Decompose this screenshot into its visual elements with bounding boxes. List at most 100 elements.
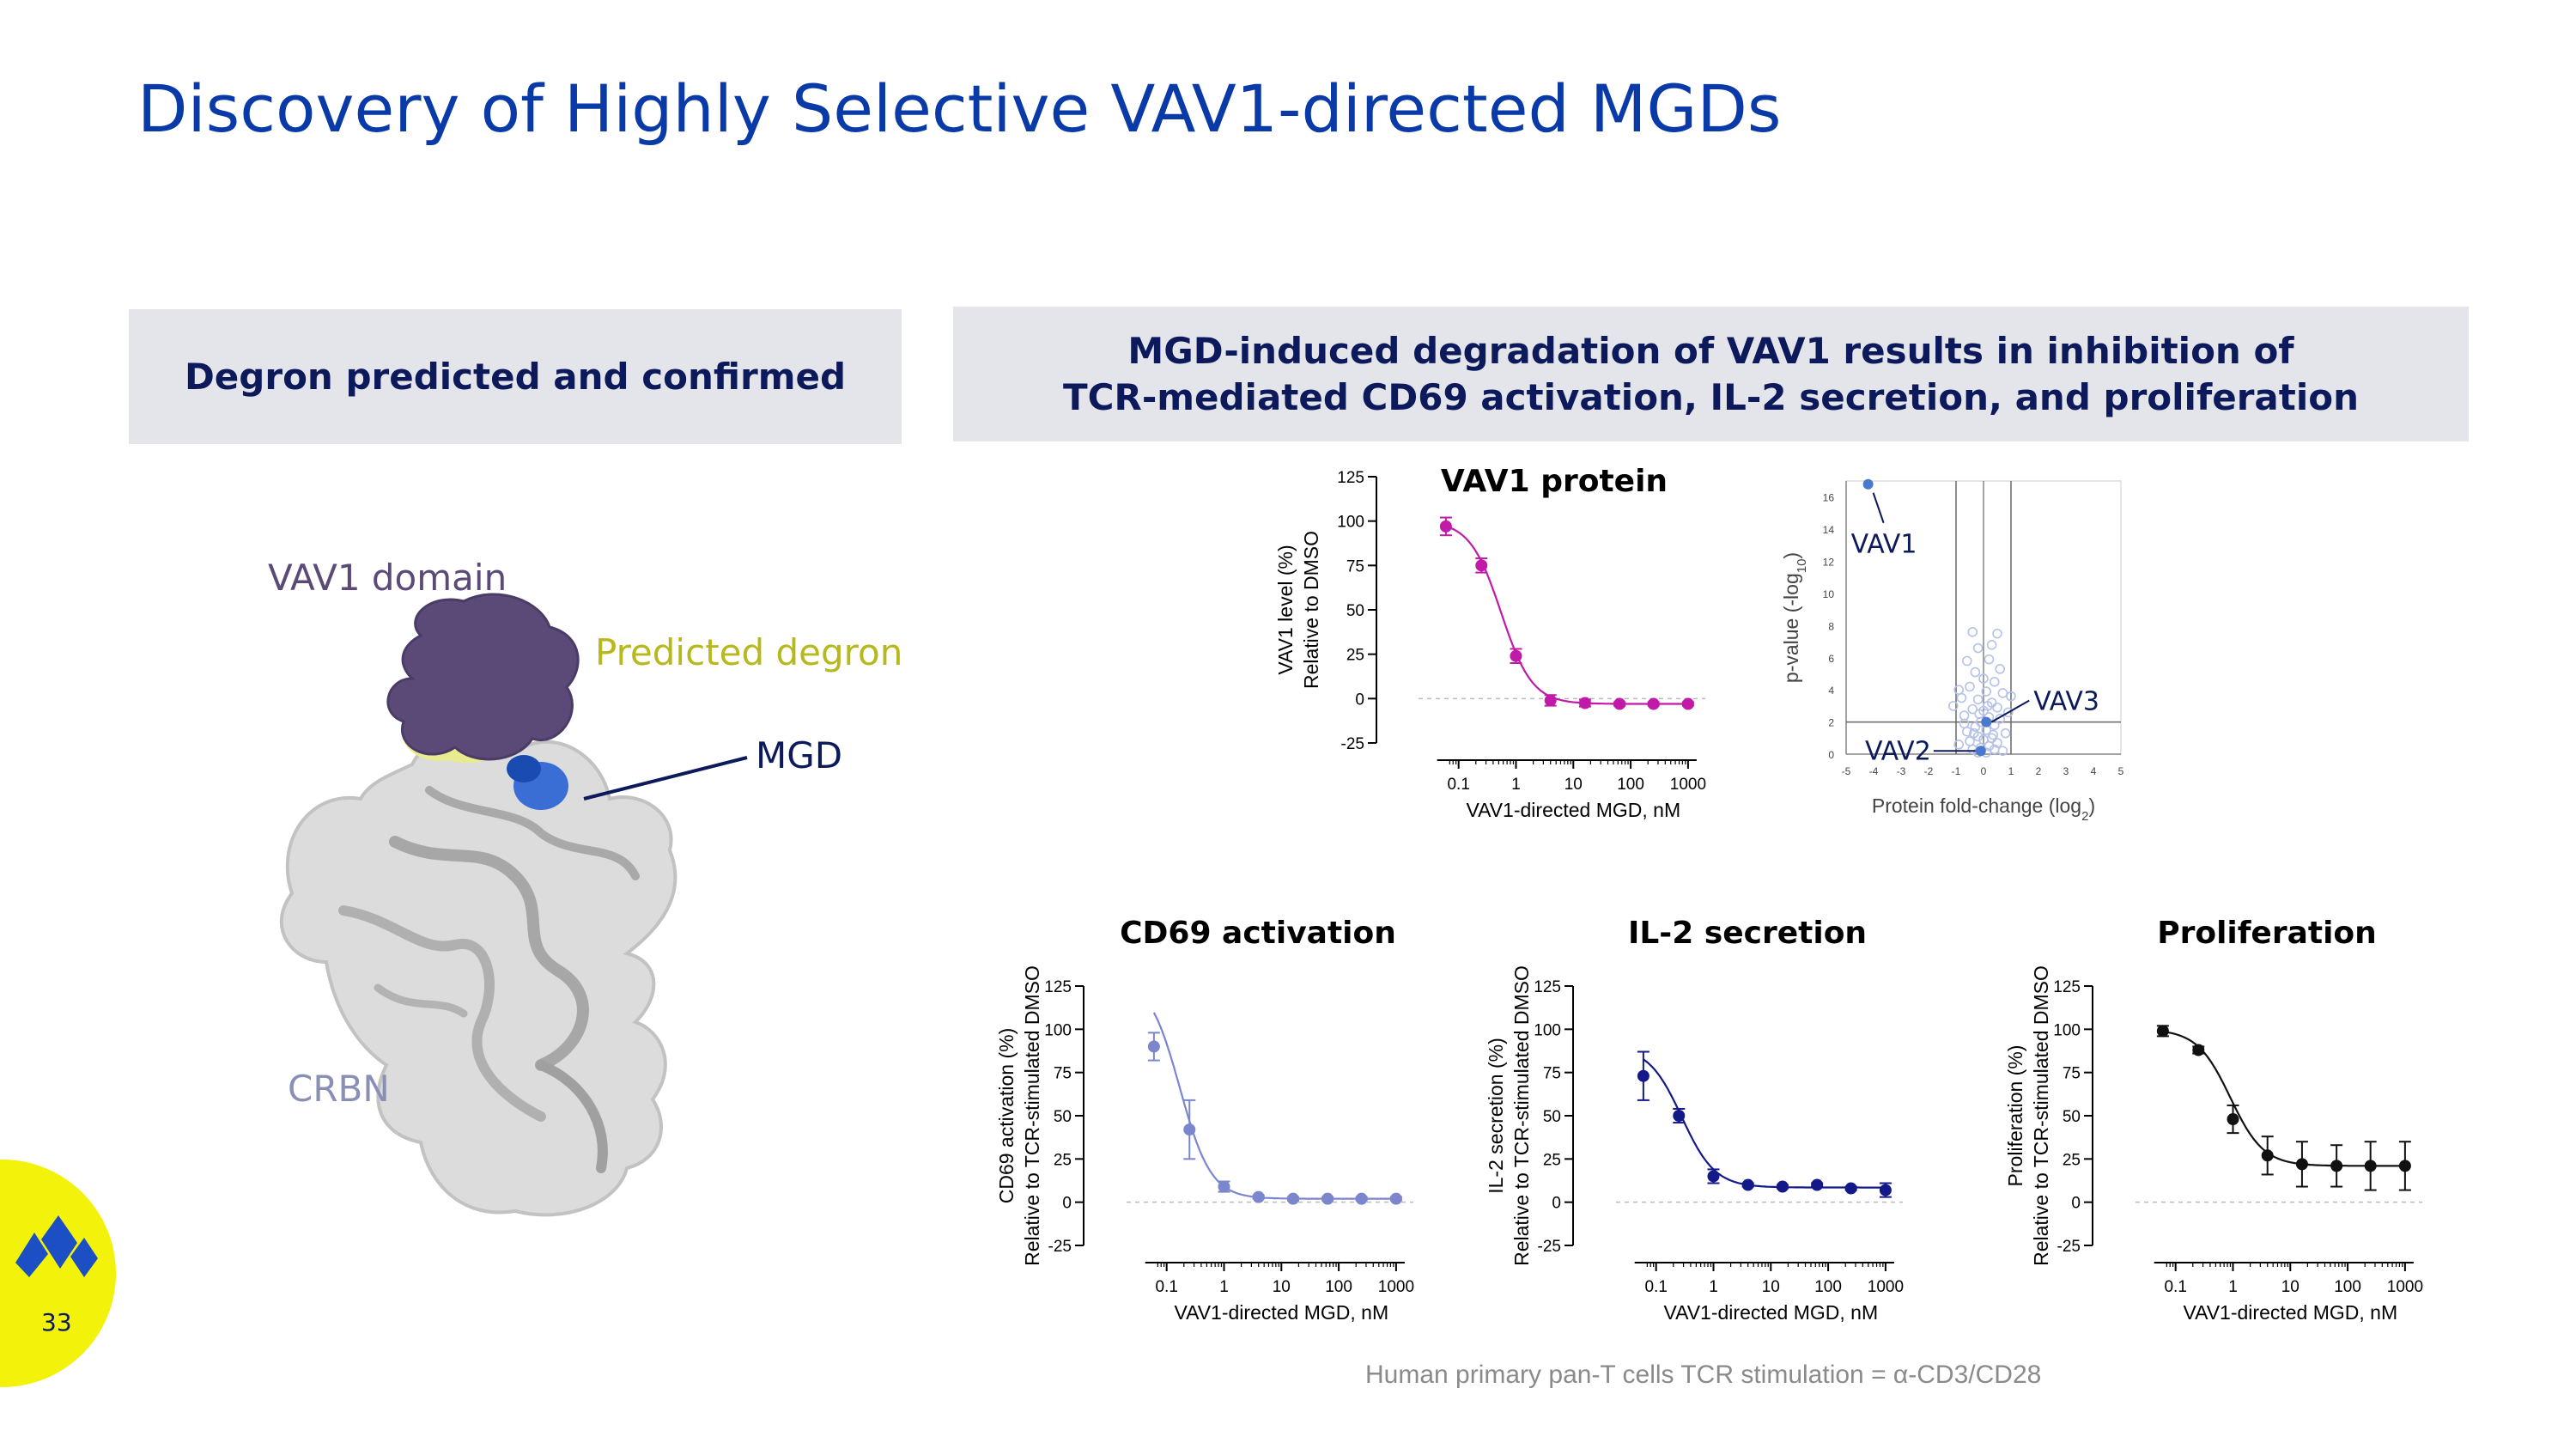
x-tick-label: 100: [1814, 1278, 1842, 1296]
protein-point: [1967, 627, 1978, 637]
x-tick-label: 10: [1762, 1278, 1780, 1296]
page-number: 33: [41, 1308, 72, 1336]
x-tick-label: 1: [1709, 1278, 1718, 1296]
il2-secretion-chart: IL-2 secretion -25 0 25 50 75 100 125 0.1 1 10 100 1…: [1485, 916, 1904, 1323]
mgd-label: MGD: [756, 734, 843, 776]
predicted-degron-label: Predicted degron: [595, 631, 903, 673]
protein-point: [1997, 746, 2008, 757]
right-header-line-2: TCR-mediated CD69 activation, IL-2 secre…: [1063, 375, 2359, 418]
data-point: [1183, 1123, 1196, 1136]
x-tick-label: -1: [1952, 765, 1961, 777]
y-tick-label: 0: [1062, 1195, 1072, 1213]
data-point: [2398, 1160, 2411, 1172]
y-tick-label: 2: [1828, 717, 1834, 729]
data-point: [1578, 697, 1591, 709]
mgd-pointer-line: [583, 756, 748, 801]
chart-title: Proliferation: [2157, 916, 2377, 951]
data-point: [1776, 1180, 1789, 1193]
vav1-domain-surface: [386, 593, 580, 761]
protein-point: [1992, 628, 2002, 639]
y-tick-label: 125: [2053, 978, 2081, 996]
data-point: [1879, 1184, 1892, 1196]
data-point: [1647, 697, 1660, 710]
y-tick-label: 12: [1823, 557, 1835, 569]
y-tick-label: -25: [1341, 735, 1364, 753]
data-point: [1510, 649, 1522, 662]
protein-point: [1995, 664, 2006, 674]
right-header-line-1: MGD-induced degradation of VAV1 results …: [1127, 329, 2294, 372]
y-axis-label: CD69 activation (%): [995, 1028, 1018, 1204]
y-tick-label: 4: [1828, 685, 1834, 697]
y-tick-label: 16: [1823, 492, 1835, 504]
data-point: [1147, 1040, 1160, 1053]
x-tick-label: 4: [2091, 765, 2097, 777]
y-tick-label: 75: [1346, 557, 1364, 575]
protein-point: [1972, 642, 1984, 654]
protein-point: [1962, 655, 1972, 667]
y-tick-label: 125: [1534, 978, 1561, 996]
data-point: [1707, 1170, 1720, 1183]
x-tick-label: 10: [2281, 1278, 2300, 1296]
data-point: [2330, 1160, 2343, 1172]
y-tick-label: 100: [1337, 514, 1364, 532]
protein-point: [1986, 640, 1997, 650]
y-tick-label: 50: [1346, 602, 1364, 620]
x-tick-label: 1000: [1670, 776, 1706, 794]
data-point: [1741, 1178, 1754, 1191]
mgd-molecule: [507, 755, 568, 810]
y-axis-label: Relative to TCR-stimulated DMSO: [1510, 965, 1533, 1266]
chart-title: IL-2 secretion: [1628, 916, 1867, 951]
y-tick-label: 75: [1543, 1065, 1561, 1083]
x-tick-label: 0.1: [1447, 776, 1469, 794]
proliferation-chart: Proliferation -25 0 25 50 75 100 125 0.1 1 10 100 10…: [2004, 916, 2423, 1323]
data-point: [1544, 694, 1557, 707]
data-point: [1637, 1069, 1649, 1082]
x-tick-label: 1000: [1868, 1278, 1904, 1296]
y-tick-label: 100: [1044, 1021, 1072, 1039]
cd69-activation-chart: CD69 activation -25 0 25 50 75 100 125 0.1 1 10 100…: [995, 916, 1414, 1323]
crbn-label: CRBN: [288, 1068, 390, 1110]
fit-curve: [1445, 525, 1688, 705]
x-tick-label: -5: [1842, 765, 1851, 777]
x-tick-label: 1: [1511, 776, 1521, 794]
y-tick-label: 100: [1534, 1021, 1561, 1039]
x-axis-label: Protein fold-change (log2): [1872, 795, 2095, 824]
protein-point: [1978, 673, 1989, 684]
data-point: [1673, 1110, 1686, 1122]
protein-point: [1970, 721, 1981, 733]
y-tick-label: 0: [1828, 749, 1834, 761]
chart-title: VAV1 protein: [1441, 464, 1668, 499]
y-tick-label: 75: [2063, 1065, 2081, 1083]
data-point: [1321, 1192, 1334, 1205]
data-point: [1286, 1192, 1299, 1205]
data-point: [1389, 1192, 1402, 1205]
data-point: [1439, 520, 1452, 533]
y-tick-label: 25: [1543, 1151, 1561, 1169]
y-tick-label: 50: [2063, 1108, 2081, 1126]
x-axis-label: VAV1-directed MGD, nM: [2183, 1301, 2397, 1323]
x-axis-label: VAV1-directed MGD, nM: [1663, 1301, 1878, 1323]
vav1-protein-chart: VAV1 protein -25 0 25 50 75 100 125 0.1 1 10 100 100…: [1274, 464, 1706, 820]
protein-point: [1953, 739, 1964, 750]
data-point: [1355, 1192, 1368, 1205]
x-tick-label: 2: [2036, 765, 2042, 777]
y-tick-label: -25: [2057, 1238, 2081, 1256]
protein-point: [1953, 685, 1964, 695]
x-tick-label: 100: [1325, 1278, 1352, 1296]
protein-point: [1989, 677, 2000, 687]
data-point: [2156, 1025, 2169, 1038]
data-point: [1613, 697, 1626, 710]
vav1-annotation-line: [1872, 492, 1885, 524]
x-tick-label: 1000: [1378, 1278, 1414, 1296]
vav3-annotation-label: VAV3: [2033, 687, 2099, 717]
x-tick-label: 10: [1564, 776, 1583, 794]
data-point: [1475, 559, 1488, 572]
y-axis-label: VAV1 level (%): [1274, 545, 1297, 674]
x-tick-label: -2: [1924, 765, 1934, 777]
footnote: Human primary pan-T cells TCR stimulatio…: [1365, 1361, 2042, 1389]
protein-point: [1984, 654, 1995, 665]
y-tick-label: 50: [1054, 1108, 1072, 1126]
x-tick-label: 1: [2008, 765, 2014, 777]
y-tick-label: 100: [2053, 1021, 2081, 1039]
y-tick-label: 25: [1346, 647, 1364, 665]
